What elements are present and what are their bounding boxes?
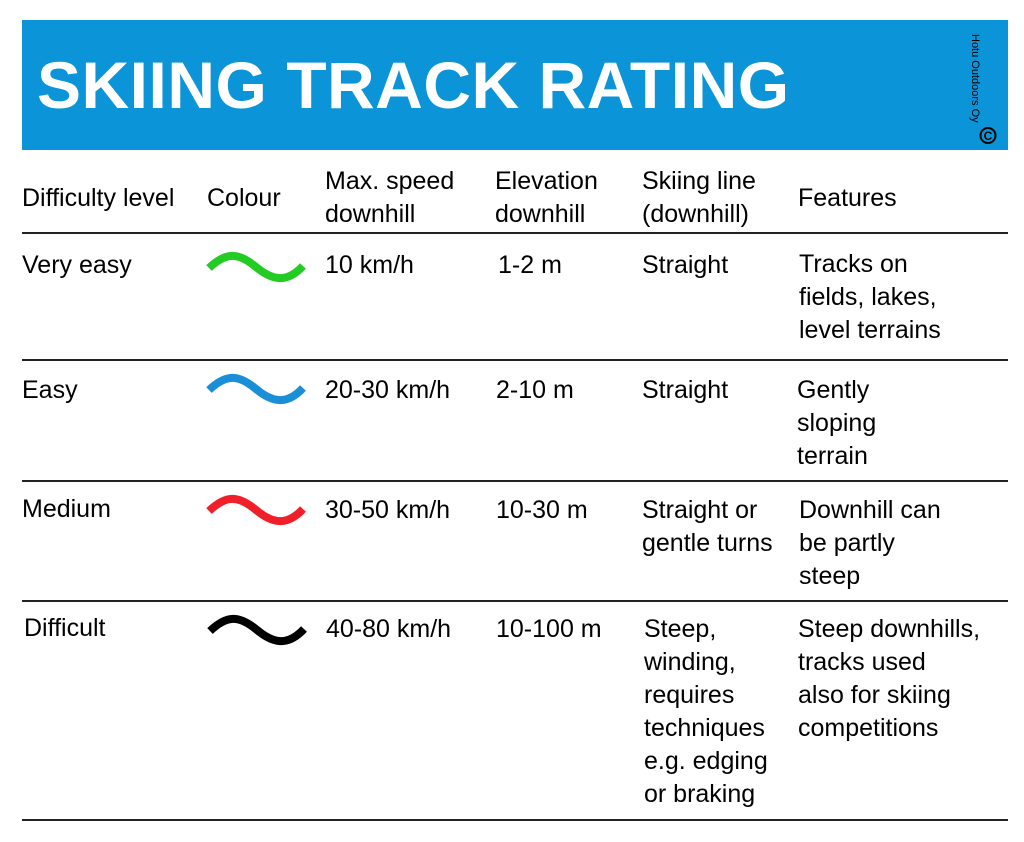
copyright-icon: C [979, 127, 997, 144]
row-difficult-speed: 40-80 km/h [326, 615, 452, 643]
header-elevation-line1: Elevation [495, 167, 598, 195]
row-very-easy-elevation: 1-2 m [498, 251, 562, 279]
row-difficult-line-5: e.g. edging [644, 747, 768, 775]
row-medium-line-2: gentle turns [642, 529, 773, 557]
row-easy-speed: 20-30 km/h [325, 376, 451, 404]
row-easy-features-3: terrain [797, 442, 868, 470]
row-medium-elevation: 10-30 m [496, 496, 588, 524]
divider [22, 359, 1008, 361]
credit: Hotu Outdoors Oy C [969, 26, 998, 144]
header-difficulty-level: Difficulty level [22, 184, 175, 212]
header-colour: Colour [207, 184, 281, 212]
row-difficult-line-6: or braking [644, 780, 756, 808]
row-very-easy-features-3: level terrains [799, 316, 941, 344]
header-max-speed-line2: downhill [325, 200, 416, 228]
row-very-easy-speed: 10 km/h [325, 251, 414, 279]
row-medium-level: Medium [22, 495, 111, 523]
row-very-easy-features-2: fields, lakes, [799, 283, 937, 311]
row-medium-features-3: steep [799, 562, 861, 590]
row-difficult-features-3: also for skiing [798, 681, 951, 709]
row-difficult-elevation: 10-100 m [496, 615, 602, 643]
row-very-easy-level: Very easy [22, 251, 132, 279]
green-wave-icon [206, 251, 306, 283]
header-features: Features [798, 184, 897, 212]
page-title: SKIING TRACK RATING [37, 48, 790, 122]
row-difficult-features-2: tracks used [798, 648, 926, 676]
header-skiing-line-line1: Skiing line [642, 167, 756, 195]
divider [22, 480, 1008, 482]
row-medium-line-1: Straight or [642, 496, 758, 524]
row-difficult-features-1: Steep downhills, [798, 615, 981, 643]
divider [22, 819, 1008, 821]
header-skiing-line-line2: (downhill) [642, 200, 749, 228]
row-medium-features-2: be partly [799, 529, 895, 557]
black-wave-icon [207, 614, 307, 646]
row-easy-features-2: sloping [797, 409, 877, 437]
row-medium-features-1: Downhill can [799, 496, 941, 524]
row-easy-level: Easy [22, 376, 78, 404]
header-max-speed-line1: Max. speed [325, 167, 455, 195]
row-difficult-line-2: winding, [644, 648, 736, 676]
credit-text: Hotu Outdoors Oy [969, 34, 981, 123]
row-medium-speed: 30-50 km/h [325, 496, 451, 524]
divider [22, 232, 1008, 234]
row-very-easy-line-1: Straight [642, 251, 729, 279]
row-easy-features-1: Gently [797, 376, 870, 404]
row-very-easy-features-1: Tracks on [799, 250, 908, 278]
divider [22, 600, 1008, 602]
row-difficult-line-1: Steep, [644, 615, 717, 643]
red-wave-icon [206, 494, 306, 526]
row-easy-elevation: 2-10 m [496, 376, 574, 404]
row-difficult-level: Difficult [24, 614, 106, 642]
header-elevation-line2: downhill [495, 200, 586, 228]
row-easy-line-1: Straight [642, 376, 729, 404]
title-banner: SKIING TRACK RATING Hotu Outdoors Oy C [22, 20, 1008, 150]
row-difficult-line-3: requires [644, 681, 735, 709]
row-difficult-line-4: techniques [644, 714, 765, 742]
row-difficult-features-4: competitions [798, 714, 939, 742]
blue-wave-icon [206, 373, 306, 405]
